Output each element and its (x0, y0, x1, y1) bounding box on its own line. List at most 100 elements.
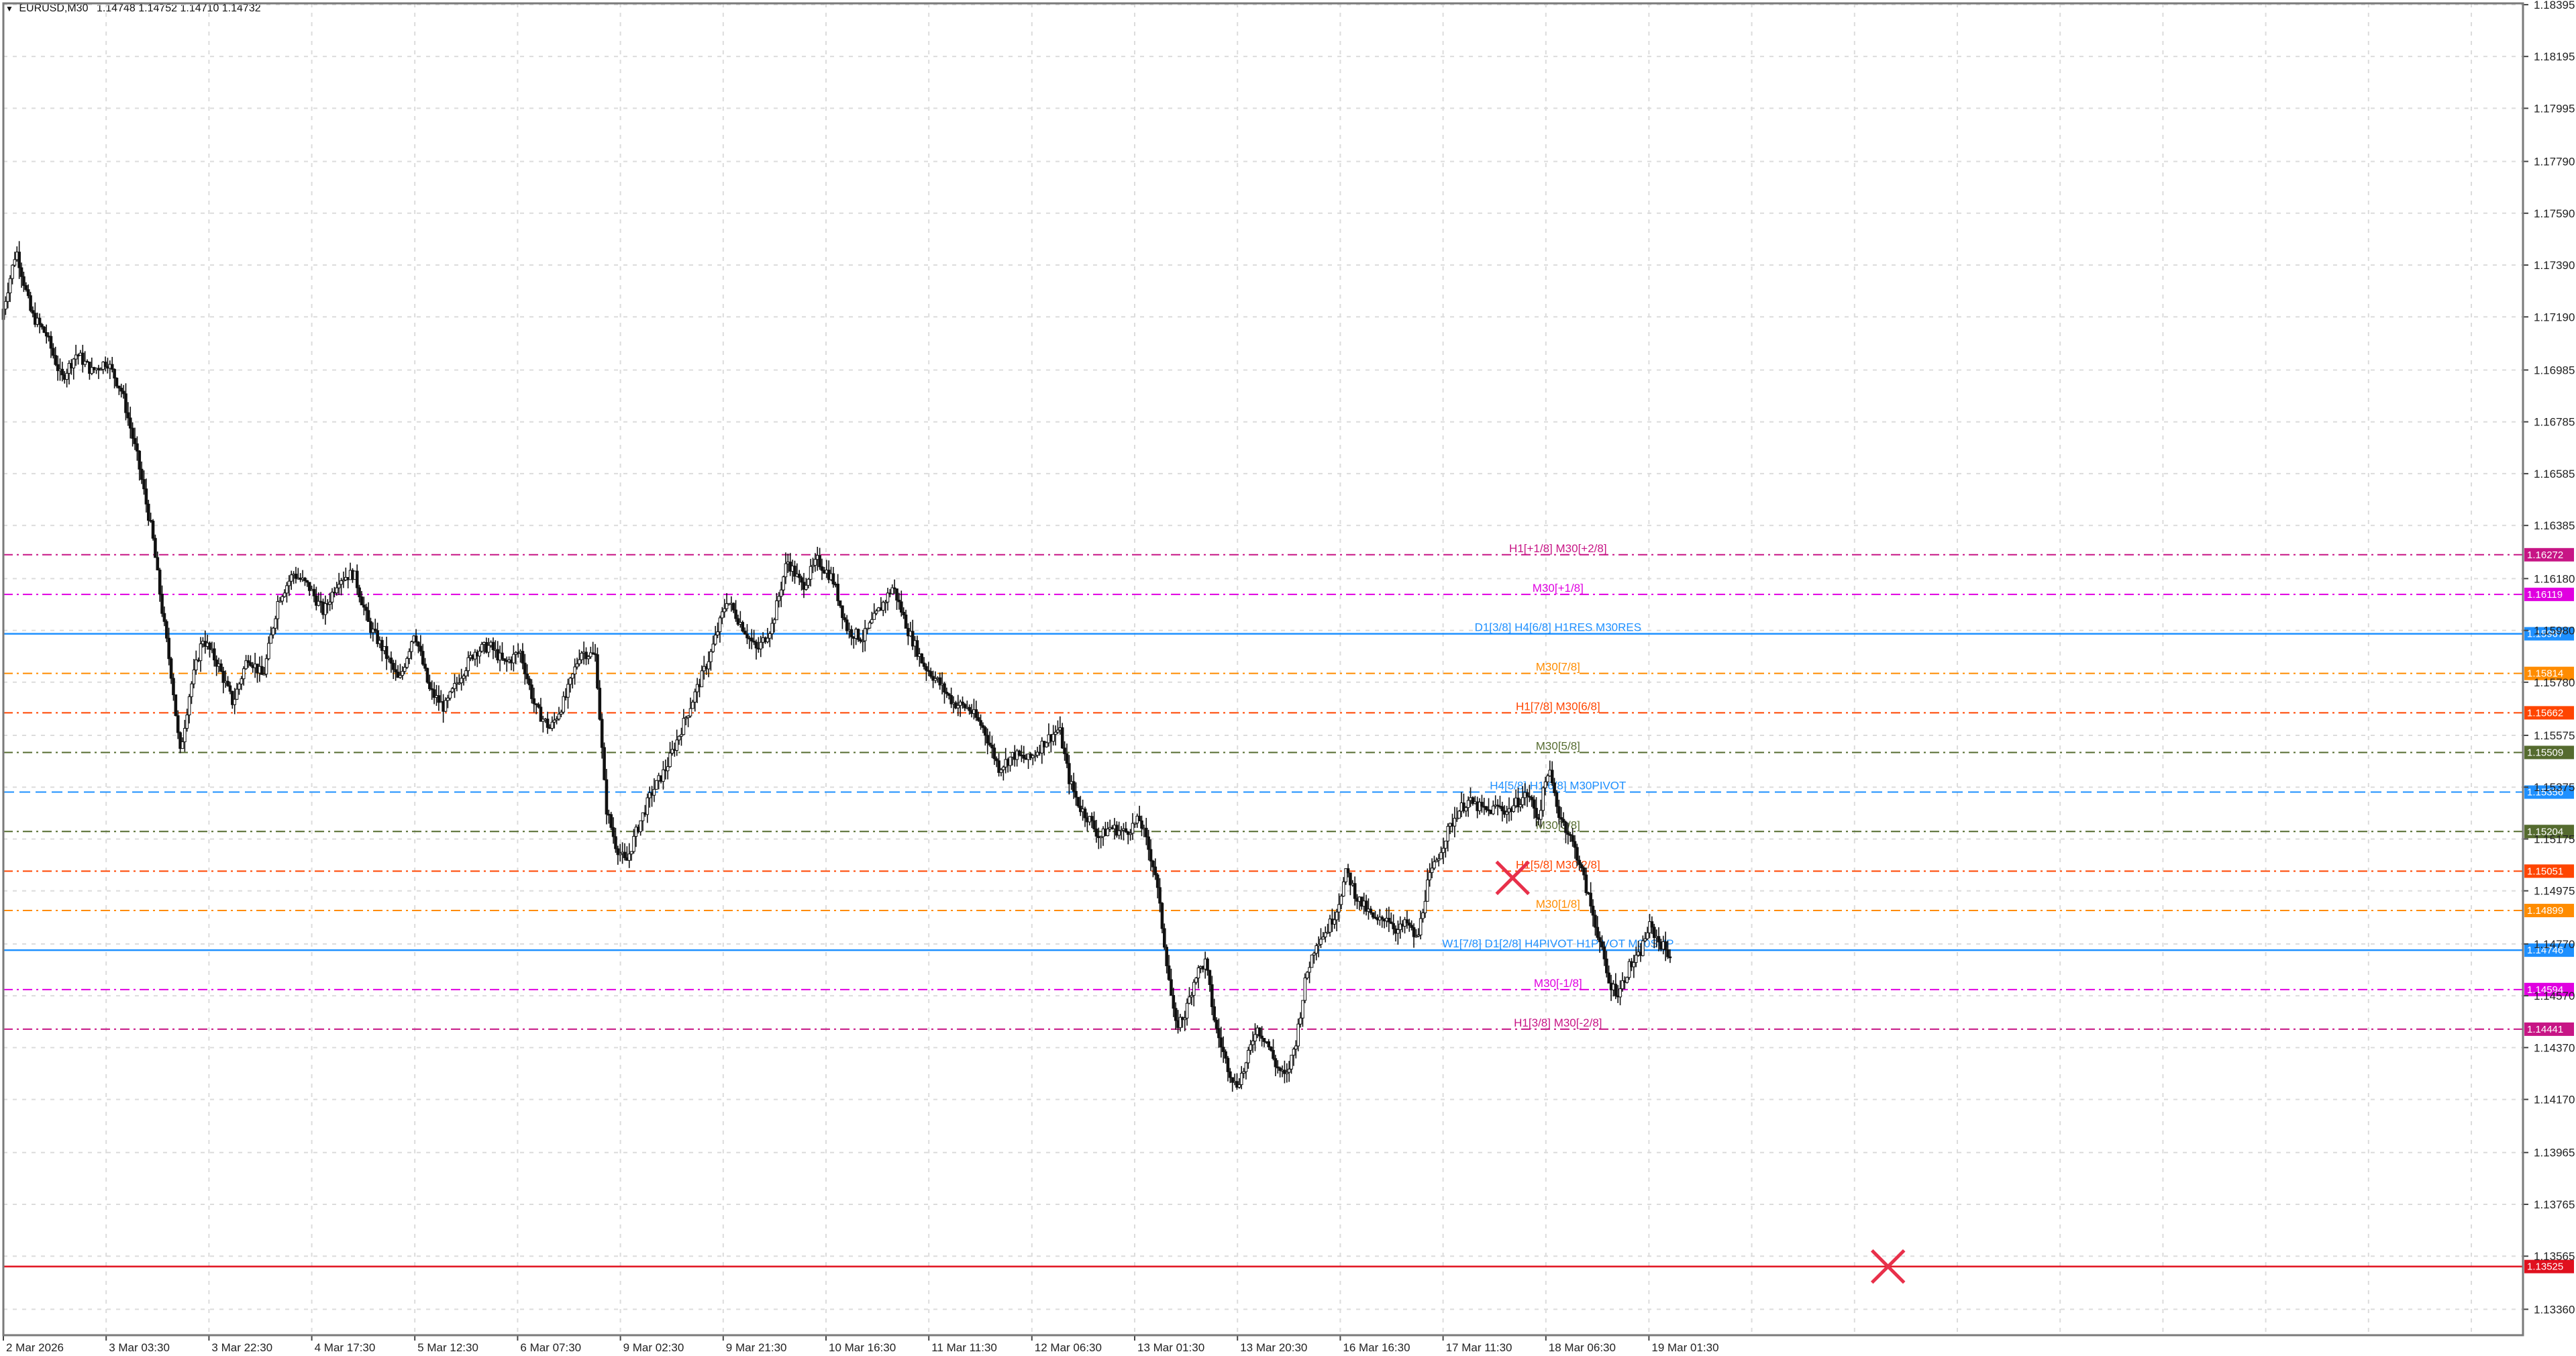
candle-body (1492, 805, 1495, 815)
candle-body (1557, 806, 1561, 818)
candle-body (568, 678, 572, 685)
candle-body (1335, 911, 1339, 921)
candle-body (947, 693, 951, 696)
candle-body (899, 601, 903, 613)
candle-body (892, 587, 896, 590)
candle-body (1160, 902, 1164, 929)
candle-body (1541, 787, 1545, 811)
candle-body (611, 827, 615, 837)
candle-body (1353, 883, 1357, 899)
candle-body (1151, 860, 1155, 868)
candle-body (734, 609, 737, 619)
candle-body (1221, 1047, 1225, 1052)
candle-body (902, 611, 905, 615)
candle-body (373, 629, 377, 631)
candle-body (725, 603, 729, 609)
candle-body (1539, 810, 1543, 820)
candle-body (1210, 984, 1214, 1007)
candle-body (1060, 727, 1064, 749)
candle-body (1643, 938, 1647, 941)
x-tick-label: 2 Mar 2026 (6, 1341, 64, 1354)
candle-body (629, 851, 633, 855)
candle-body (276, 601, 280, 619)
candle-body (709, 651, 713, 662)
candle-body (142, 479, 146, 490)
candle-body (366, 610, 370, 622)
level-label: M30[5/8] (1536, 739, 1580, 752)
candle-body (244, 660, 248, 670)
candle-body (99, 368, 103, 371)
candle-body (446, 697, 450, 701)
candle-body (453, 683, 456, 689)
y-tick-label: 1.15175 (2534, 833, 2575, 845)
candle-body (872, 613, 876, 620)
candle-body (1285, 1072, 1289, 1074)
candle-body (450, 688, 454, 692)
level-label: W1[7/8] D1[2/8] H4PIVOT H1PIVOT M30SUP (1442, 937, 1673, 950)
candle-body (1251, 1041, 1255, 1045)
candle-body (805, 584, 808, 590)
candle-body (199, 643, 203, 662)
candle-body (961, 701, 964, 705)
candle-body (1528, 796, 1531, 798)
candle-body (74, 354, 78, 360)
candle-body (90, 367, 94, 374)
candle-body (1183, 1017, 1187, 1021)
candle-body (614, 836, 617, 849)
y-tick-label: 1.17590 (2534, 207, 2575, 220)
candle-body (997, 760, 1000, 773)
candle-body (1437, 858, 1441, 861)
candle-body (414, 635, 418, 643)
candle-body (1083, 809, 1087, 819)
candle-body (677, 735, 681, 741)
candle-body (1578, 859, 1582, 866)
candle-body (401, 671, 405, 676)
candle-body (1532, 799, 1536, 809)
y-tick-label: 1.15980 (2534, 625, 2575, 637)
candle-body (181, 741, 185, 749)
candle-body (121, 390, 125, 395)
candle-body (1398, 923, 1402, 931)
candle-body (523, 662, 527, 674)
candle-body (1153, 866, 1157, 876)
candle-body (192, 670, 196, 684)
candle-body (1444, 840, 1447, 849)
candle-body (44, 332, 48, 337)
candle-body (1287, 1068, 1291, 1073)
candle-body (956, 705, 960, 709)
x-tick-label: 3 Mar 03:30 (109, 1341, 170, 1354)
cross-marker (1870, 1249, 1906, 1284)
x-tick-label: 13 Mar 01:30 (1137, 1341, 1204, 1354)
candle-body (512, 654, 515, 664)
candle-body (113, 368, 116, 379)
plot-frame (2, 2, 2524, 1337)
candle-body (358, 587, 361, 598)
candle-body (933, 678, 937, 681)
candle-body (861, 640, 865, 643)
candle-body (716, 631, 719, 635)
candle-body (552, 719, 556, 723)
dropdown-triangle-icon[interactable]: ▼ (5, 4, 13, 13)
price-tag-label: 1.14594 (2527, 984, 2563, 996)
y-tick-label: 1.15375 (2534, 781, 2575, 794)
candle-body (1419, 918, 1423, 935)
candle-body (532, 698, 536, 705)
price-tag (2524, 825, 2574, 839)
y-tick-label: 1.14370 (2534, 1041, 2575, 1054)
candle-body (1213, 1006, 1216, 1021)
candle-body (1092, 820, 1096, 829)
candle-body (1625, 977, 1629, 983)
candle-body (537, 704, 540, 708)
candle-body (1144, 827, 1148, 837)
candle-body (131, 427, 134, 439)
candle-body (1267, 1041, 1271, 1047)
candle-body (169, 658, 173, 679)
candle-body (1298, 1017, 1302, 1025)
candle-body (215, 660, 218, 667)
candle-body (1396, 929, 1400, 934)
candle-body (609, 814, 613, 828)
candle-body (584, 651, 588, 660)
candle-body (691, 701, 694, 709)
candle-body (813, 559, 817, 566)
